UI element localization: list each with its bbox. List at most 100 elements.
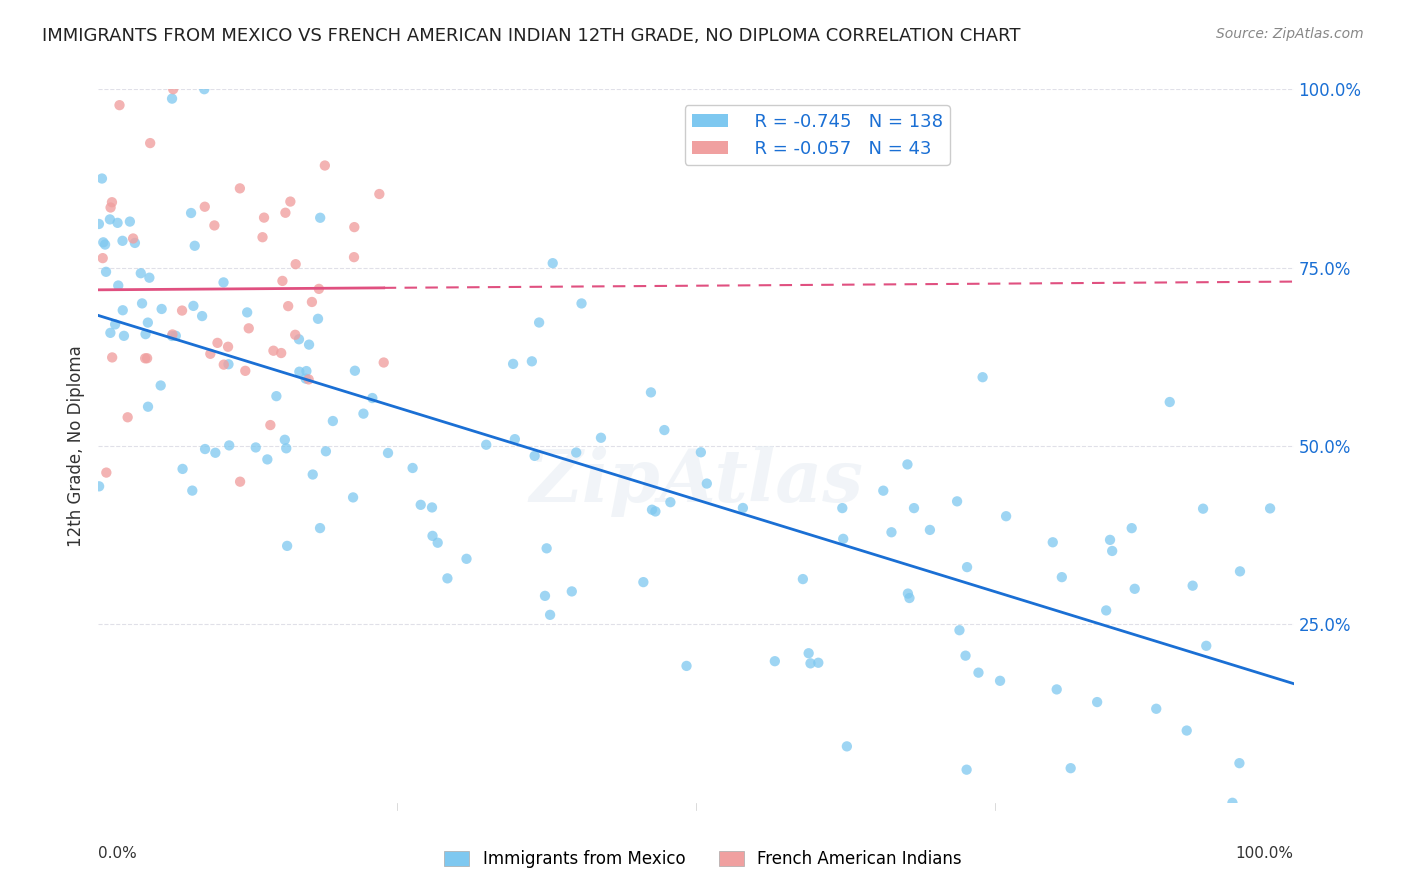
Point bbox=[520, 354, 543, 368]
Point bbox=[322, 414, 344, 428]
Point bbox=[995, 509, 1018, 524]
Point bbox=[409, 498, 432, 512]
Point bbox=[955, 763, 977, 777]
Point bbox=[131, 296, 153, 310]
Point bbox=[207, 335, 229, 350]
Point bbox=[218, 438, 240, 452]
Point bbox=[236, 305, 259, 319]
Text: ZipAtlas: ZipAtlas bbox=[529, 446, 863, 517]
Point bbox=[352, 407, 374, 421]
Point bbox=[731, 500, 754, 515]
Point bbox=[101, 195, 124, 210]
Point bbox=[135, 327, 157, 342]
Point bbox=[880, 525, 903, 540]
Point bbox=[898, 591, 921, 605]
Point bbox=[1175, 723, 1198, 738]
Point bbox=[1121, 521, 1143, 535]
Point bbox=[538, 607, 561, 622]
Point bbox=[1258, 501, 1281, 516]
Point bbox=[107, 278, 129, 293]
Point bbox=[212, 276, 235, 290]
Point bbox=[946, 494, 969, 508]
Point bbox=[1195, 639, 1218, 653]
Point bbox=[98, 212, 121, 227]
Point bbox=[896, 458, 918, 472]
Point bbox=[112, 328, 135, 343]
Point bbox=[831, 501, 853, 516]
Point bbox=[1222, 796, 1244, 810]
Point bbox=[259, 418, 281, 433]
Point bbox=[918, 523, 941, 537]
Point bbox=[136, 316, 159, 330]
Point bbox=[111, 303, 134, 318]
Point bbox=[897, 586, 920, 600]
Point bbox=[967, 665, 990, 680]
Point bbox=[988, 673, 1011, 688]
Point bbox=[301, 295, 323, 310]
Point bbox=[426, 535, 449, 549]
Point bbox=[436, 571, 458, 585]
Point bbox=[301, 467, 323, 482]
Point bbox=[136, 400, 159, 414]
Point bbox=[122, 231, 145, 245]
Point bbox=[373, 355, 395, 369]
Point bbox=[139, 136, 162, 150]
Point bbox=[696, 476, 718, 491]
Point bbox=[284, 327, 307, 342]
Point bbox=[194, 442, 217, 456]
Point bbox=[972, 370, 994, 384]
Point bbox=[94, 237, 117, 252]
Point bbox=[1046, 682, 1069, 697]
Point bbox=[314, 159, 336, 173]
Point bbox=[956, 560, 979, 574]
Point bbox=[274, 206, 297, 220]
Legend: Immigrants from Mexico, French American Indians: Immigrants from Mexico, French American … bbox=[437, 844, 969, 875]
Point bbox=[633, 575, 655, 590]
Point bbox=[180, 206, 202, 220]
Point bbox=[100, 201, 122, 215]
Point bbox=[217, 357, 239, 371]
Point bbox=[104, 318, 127, 332]
Point bbox=[280, 194, 302, 209]
Point bbox=[534, 589, 557, 603]
Point bbox=[527, 316, 550, 330]
Point bbox=[200, 347, 222, 361]
Point bbox=[191, 309, 214, 323]
Point bbox=[183, 239, 205, 253]
Point bbox=[262, 343, 284, 358]
Point bbox=[422, 529, 444, 543]
Point bbox=[91, 251, 114, 265]
Point bbox=[288, 365, 311, 379]
Point bbox=[253, 211, 276, 225]
Point bbox=[117, 410, 139, 425]
Point bbox=[276, 442, 298, 456]
Point bbox=[270, 346, 292, 360]
Point bbox=[903, 501, 925, 516]
Point bbox=[536, 541, 558, 556]
Point bbox=[315, 444, 337, 458]
Point bbox=[523, 449, 546, 463]
Point bbox=[162, 82, 184, 96]
Point bbox=[763, 654, 786, 668]
Point bbox=[295, 364, 318, 378]
Point bbox=[170, 303, 193, 318]
Point bbox=[101, 351, 124, 365]
Point bbox=[160, 92, 183, 106]
Point bbox=[571, 296, 593, 310]
Point bbox=[1144, 702, 1167, 716]
Point bbox=[420, 500, 443, 515]
Point bbox=[183, 299, 205, 313]
Point bbox=[294, 371, 316, 385]
Point bbox=[955, 648, 977, 663]
Text: IMMIGRANTS FROM MEXICO VS FRENCH AMERICAN INDIAN 12TH GRADE, NO DIPLOMA CORRELAT: IMMIGRANTS FROM MEXICO VS FRENCH AMERICA… bbox=[42, 27, 1021, 45]
Point bbox=[565, 445, 588, 459]
Point bbox=[695, 134, 717, 148]
Point bbox=[276, 539, 298, 553]
Point bbox=[589, 431, 612, 445]
Point bbox=[138, 270, 160, 285]
Point bbox=[807, 656, 830, 670]
Point bbox=[298, 337, 321, 351]
Point bbox=[165, 328, 187, 343]
Point bbox=[202, 219, 225, 233]
Point bbox=[541, 256, 564, 270]
